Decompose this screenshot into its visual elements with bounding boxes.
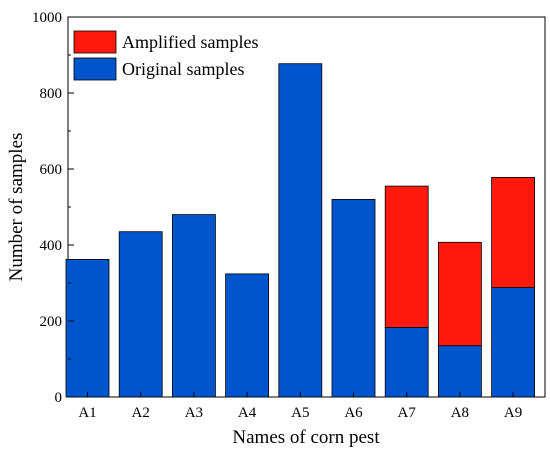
x-axis-title: Names of corn pest [232, 427, 380, 448]
x-tick-label-a2: A2 [132, 405, 150, 421]
y-tick-label: 200 [40, 314, 63, 330]
bar-original-samples-a2 [118, 231, 163, 398]
x-tick-label-a5: A5 [291, 405, 309, 421]
bar-original-samples-a9 [491, 287, 536, 398]
x-tick-label-a7: A7 [398, 405, 417, 421]
legend: Amplified samples Original samples [73, 30, 258, 81]
y-tick-label: 400 [40, 238, 63, 254]
bar-amplified-samples-a7 [384, 185, 429, 328]
bar-original-samples-a4 [225, 273, 270, 398]
bar-original-samples-a6 [331, 198, 376, 398]
x-tick-label-a9: A9 [504, 405, 522, 421]
legend-swatch-original-samples [73, 57, 117, 81]
bars-group [65, 63, 536, 398]
bar-original-samples-a5 [278, 63, 323, 398]
bar-amplified-samples-a9 [491, 176, 536, 288]
x-tick-label-a8: A8 [451, 405, 469, 421]
y-tick-label: 0 [55, 390, 63, 406]
y-tick-label: 1000 [32, 10, 62, 26]
y-tick-label: 800 [40, 86, 63, 102]
x-tick-label-a6: A6 [344, 405, 363, 421]
bar-original-samples-a1 [65, 258, 110, 398]
x-tick-label-a3: A3 [185, 405, 203, 421]
bar-original-samples-a8 [437, 345, 482, 398]
legend-label-original-samples: Original samples [122, 59, 244, 79]
bar-original-samples-a3 [171, 214, 216, 398]
x-tick-label-a1: A1 [78, 405, 96, 421]
bar-original-samples-a7 [384, 327, 429, 398]
y-axis-title: Number of samples [6, 133, 27, 282]
legend-label-amplified-samples: Amplified samples [122, 32, 258, 52]
legend-swatch-amplified-samples [73, 30, 117, 54]
x-tick-label-a4: A4 [238, 405, 257, 421]
y-tick-label: 600 [40, 162, 63, 178]
x-axis-ticks: A1 A2 A3 A4 A5 A6 A7 A8 A9 [78, 392, 522, 421]
bar-amplified-samples-a8 [437, 241, 482, 347]
y-axis-ticks: 0 200 400 600 800 1000 [32, 10, 74, 406]
